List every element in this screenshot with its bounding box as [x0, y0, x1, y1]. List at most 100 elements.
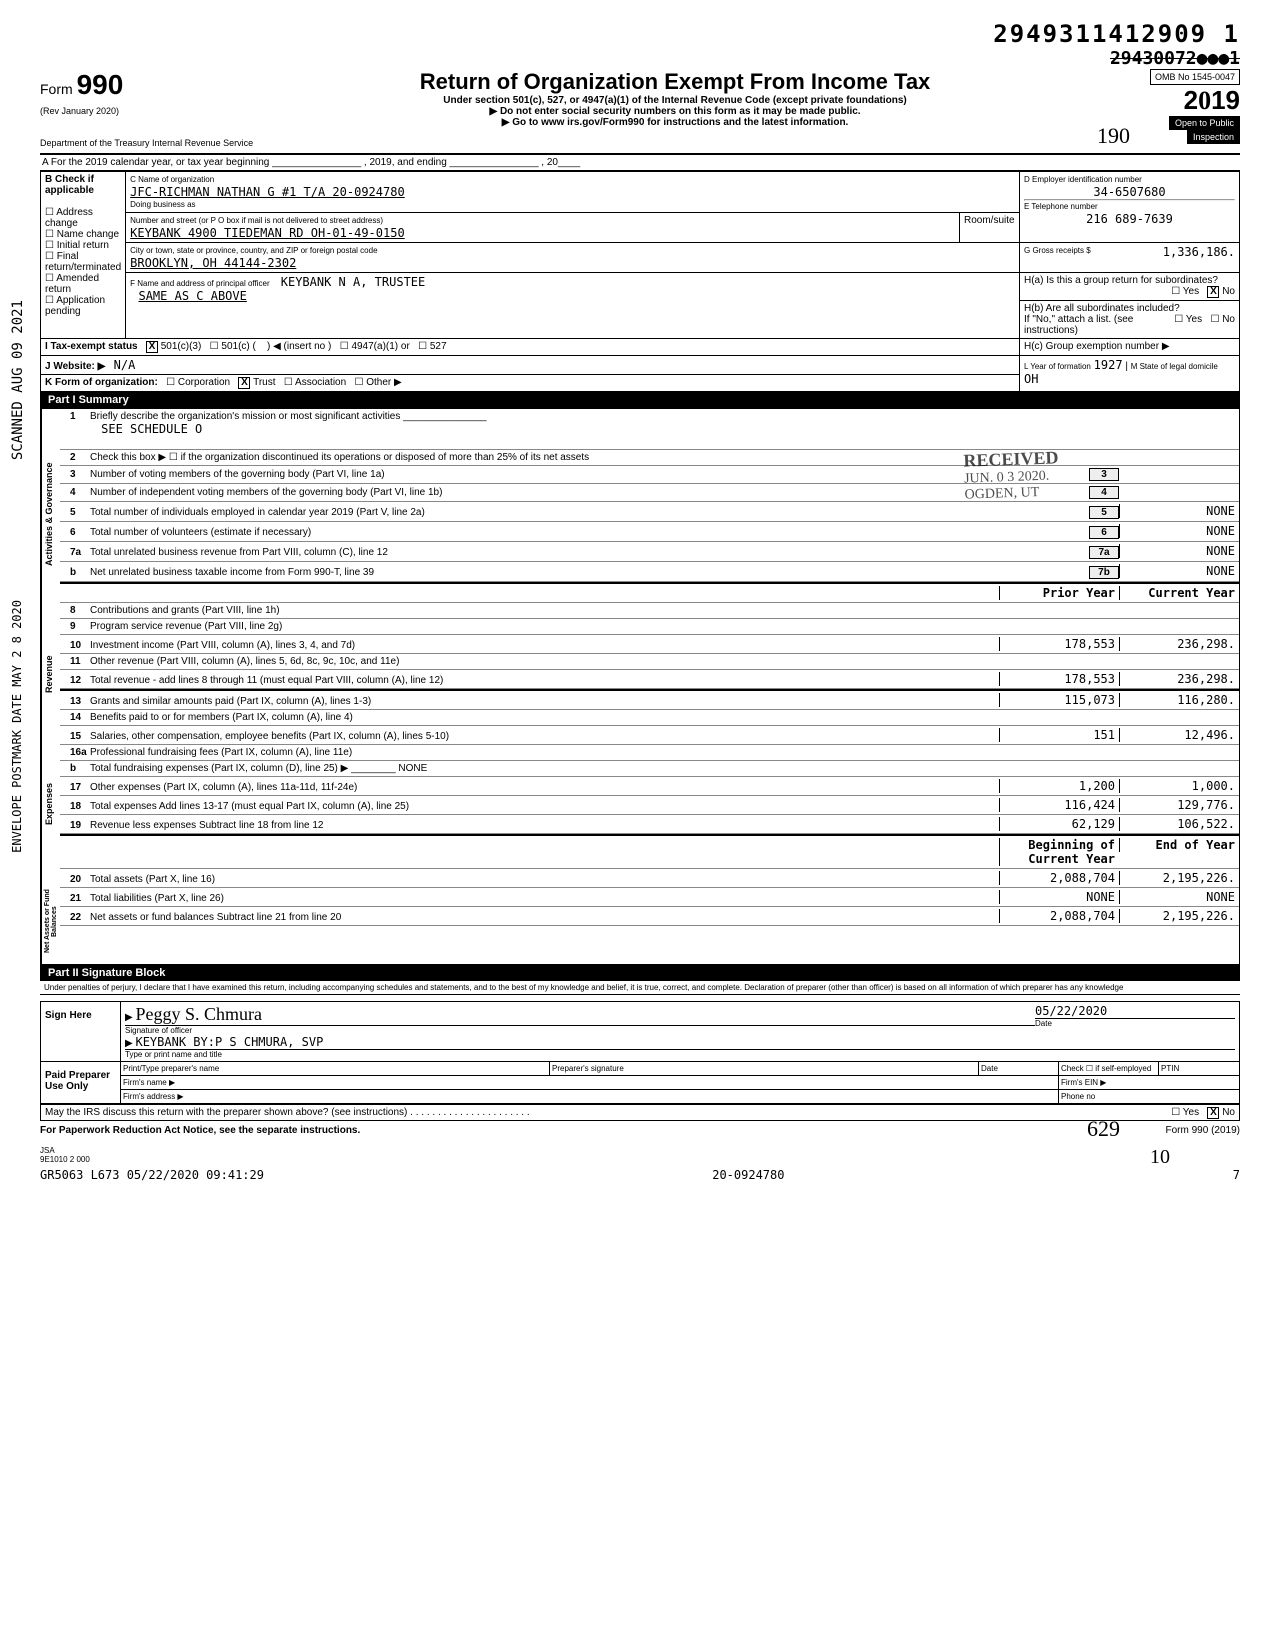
form-ref: Form 990 (2019) [1166, 1125, 1240, 1136]
hb-cell: H(b) Are all subordinates included? ☐ Ye… [1020, 301, 1240, 339]
footer-code: GR5063 L673 05/22/2020 09:41:29 [40, 1168, 264, 1182]
firm-ein-label: Firm's EIN ▶ [1059, 1076, 1239, 1089]
form-rev: (Rev January 2020) [40, 106, 119, 116]
ha-no-check: X [1207, 286, 1219, 298]
irs-no-check: X [1207, 1107, 1219, 1119]
check-address: ☐ Address change [45, 207, 93, 229]
year-formation: 1927 [1094, 358, 1123, 372]
phone-label: Phone no [1059, 1090, 1239, 1103]
perjury-text: Under penalties of perjury, I declare th… [40, 981, 1240, 995]
501c3-check: X [146, 341, 158, 353]
street: KEYBANK 4900 TIEDEMAN RD OH-01-49-0150 [130, 226, 405, 240]
firm-name-label: Firm's name ▶ [121, 1076, 1059, 1089]
line-3: 3Number of voting members of the governi… [60, 466, 1239, 484]
check-name: ☐ Name change [45, 229, 119, 240]
summary-table: RECEIVED JUN. 0 3 2020. OGDEN, UT Activi… [40, 408, 1240, 965]
entity-info-table: B Check if applicable ☐ Address change ☐… [40, 171, 1240, 392]
preparer-date-label: Date [979, 1062, 1059, 1075]
f-cell: F Name and address of principal officer … [126, 273, 1020, 339]
side-net: Net Assets or Fund Balances [41, 879, 60, 964]
officer-addr: SAME AS C ABOVE [138, 289, 246, 303]
initials-handwritten: 190 [1097, 123, 1130, 149]
line-5: 5Total number of individuals employed in… [60, 502, 1239, 522]
line-18: 18Total expenses Add lines 13-17 (must e… [60, 796, 1239, 815]
line-a: A For the 2019 calendar year, or tax yea… [40, 155, 1240, 171]
preparer-sig-label: Preparer's signature [550, 1062, 979, 1075]
irs-discuss-row: May the IRS discuss this return with the… [40, 1105, 1240, 1121]
form-990-block: Form 990 (Rev January 2020) Department o… [40, 69, 253, 149]
received-stamp: RECEIVED JUN. 0 3 2020. OGDEN, UT [963, 447, 1060, 503]
line-11: 11Other revenue (Part VIII, column (A), … [60, 654, 1239, 670]
omb-number: OMB No 1545-0047 [1150, 69, 1240, 85]
line-17: 17Other expenses (Part IX, column (A), l… [60, 777, 1239, 796]
line-7a: 7aTotal unrelated business revenue from … [60, 542, 1239, 562]
firm-addr-label: Firm's address ▶ [121, 1090, 1059, 1103]
hc-cell: H(c) Group exemption number ▶ [1020, 339, 1240, 356]
preparer-name-label: Print/Type preparer's name [121, 1062, 550, 1075]
self-employed-check: Check ☐ if self-employed [1059, 1062, 1159, 1075]
open-public-2: Inspection [1187, 130, 1240, 144]
title-block: Return of Organization Exempt From Incom… [273, 69, 1077, 128]
sub2: ▶ Do not enter social security numbers o… [273, 106, 1077, 117]
block-b: B Check if applicable ☐ Address change ☐… [41, 172, 126, 339]
line-10: 10Investment income (Part VIII, column (… [60, 635, 1239, 654]
check-amended: ☐ Amended return [45, 273, 99, 295]
j-cell: J Website: ▶ N/A [41, 356, 1020, 375]
form-dept: Department of the Treasury Internal Reve… [40, 138, 253, 148]
line-19: 19Revenue less expenses Subtract line 18… [60, 815, 1239, 834]
ein: 34-6507680 [1024, 185, 1235, 199]
tax-year: 20201919 [1150, 85, 1240, 116]
phone: 216 689-7639 [1024, 212, 1235, 226]
paperwork-notice: For Paperwork Reduction Act Notice, see … [40, 1125, 360, 1136]
state-domicile: OH [1024, 372, 1038, 386]
year-box: OMB No 1545-0047 20201919 Open to Public… [1150, 69, 1240, 144]
form-number: 990 [77, 69, 124, 100]
check-application: ☐ Application pending [45, 295, 105, 317]
strikethrough-id: 29430072●●●1 [40, 48, 1240, 69]
form-label: Form [40, 81, 73, 97]
sub3: ▶ Go to www irs.gov/Form990 for instruct… [273, 117, 1077, 128]
street-cell: Number and street (or P O box if mail is… [126, 213, 960, 243]
footer-row: For Paperwork Reduction Act Notice, see … [40, 1125, 1240, 1136]
footer-page: 7 [1233, 1168, 1240, 1182]
typed-name: KEYBANK BY:P S CHMURA, SVP [135, 1035, 323, 1049]
org-name: JFC-RICHMAN NATHAN G #1 T/A 20-0924780 [130, 185, 405, 199]
line-21: 21Total liabilities (Part X, line 26)NON… [60, 888, 1239, 907]
side-expenses: Expenses [41, 729, 60, 879]
lm-cell: L Year of formation 1927 | M State of le… [1020, 356, 1240, 392]
website: N/A [114, 358, 136, 372]
form-header: Form 990 (Rev January 2020) Department o… [40, 69, 1240, 155]
part2-header: Part II Signature Block [40, 965, 1240, 981]
postmark-stamp: ENVELOPE POSTMARK DATE MAY 2 8 2020 [10, 600, 24, 853]
city: BROOKLYN, OH 44144-2302 [130, 256, 296, 270]
line-16a: 16aProfessional fundraising fees (Part I… [60, 745, 1239, 761]
room-label: Room/suite [960, 213, 1020, 243]
line-6: 6Total number of volunteers (estimate if… [60, 522, 1239, 542]
jsa: JSA [40, 1146, 1240, 1155]
signature-block: Sign Here ▶ Peggy S. Chmura Signature of… [40, 1001, 1240, 1105]
side-revenue: Revenue [41, 619, 60, 729]
scan-stamp: SCANNED AUG 09 2021 [10, 300, 26, 460]
line-2: 2Check this box ▶ ☐ if the organization … [60, 450, 1239, 466]
se-code: 9E1010 2 000 [40, 1155, 1240, 1164]
check-final: ☐ Final return/terminated [45, 251, 121, 273]
line-1: 1Briefly describe the organization's mis… [60, 409, 1239, 450]
part1-header: Part I Summary [40, 392, 1240, 408]
paid-preparer-label: Paid Preparer Use Only [41, 1062, 121, 1103]
sign-date: 05/22/2020 [1035, 1004, 1107, 1018]
side-governance: Activities & Governance [41, 409, 60, 619]
line-14: 14Benefits paid to or for members (Part … [60, 710, 1239, 726]
officer-name: KEYBANK N A, TRUSTEE [281, 275, 426, 289]
line-9: 9Program service revenue (Part VIII, lin… [60, 619, 1239, 635]
col-headers-1: Prior YearCurrent Year [60, 582, 1239, 603]
d-e-cell: D Employer identification number 34-6507… [1020, 172, 1240, 243]
line-16b: bTotal fundraising expenses (Part IX, co… [60, 761, 1239, 777]
city-cell: City or town, state or province, country… [126, 243, 1020, 273]
footer-ein: 20-0924780 [712, 1168, 784, 1182]
c-name-cell: C Name of organization JFC-RICHMAN NATHA… [126, 172, 1020, 213]
main-title: Return of Organization Exempt From Incom… [273, 69, 1077, 95]
mission-text: SEE SCHEDULE O [101, 422, 202, 436]
trust-check: X [238, 377, 250, 389]
line-7b: bNet unrelated business taxable income f… [60, 562, 1239, 582]
line-20: 20Total assets (Part X, line 16)2,088,70… [60, 869, 1239, 888]
